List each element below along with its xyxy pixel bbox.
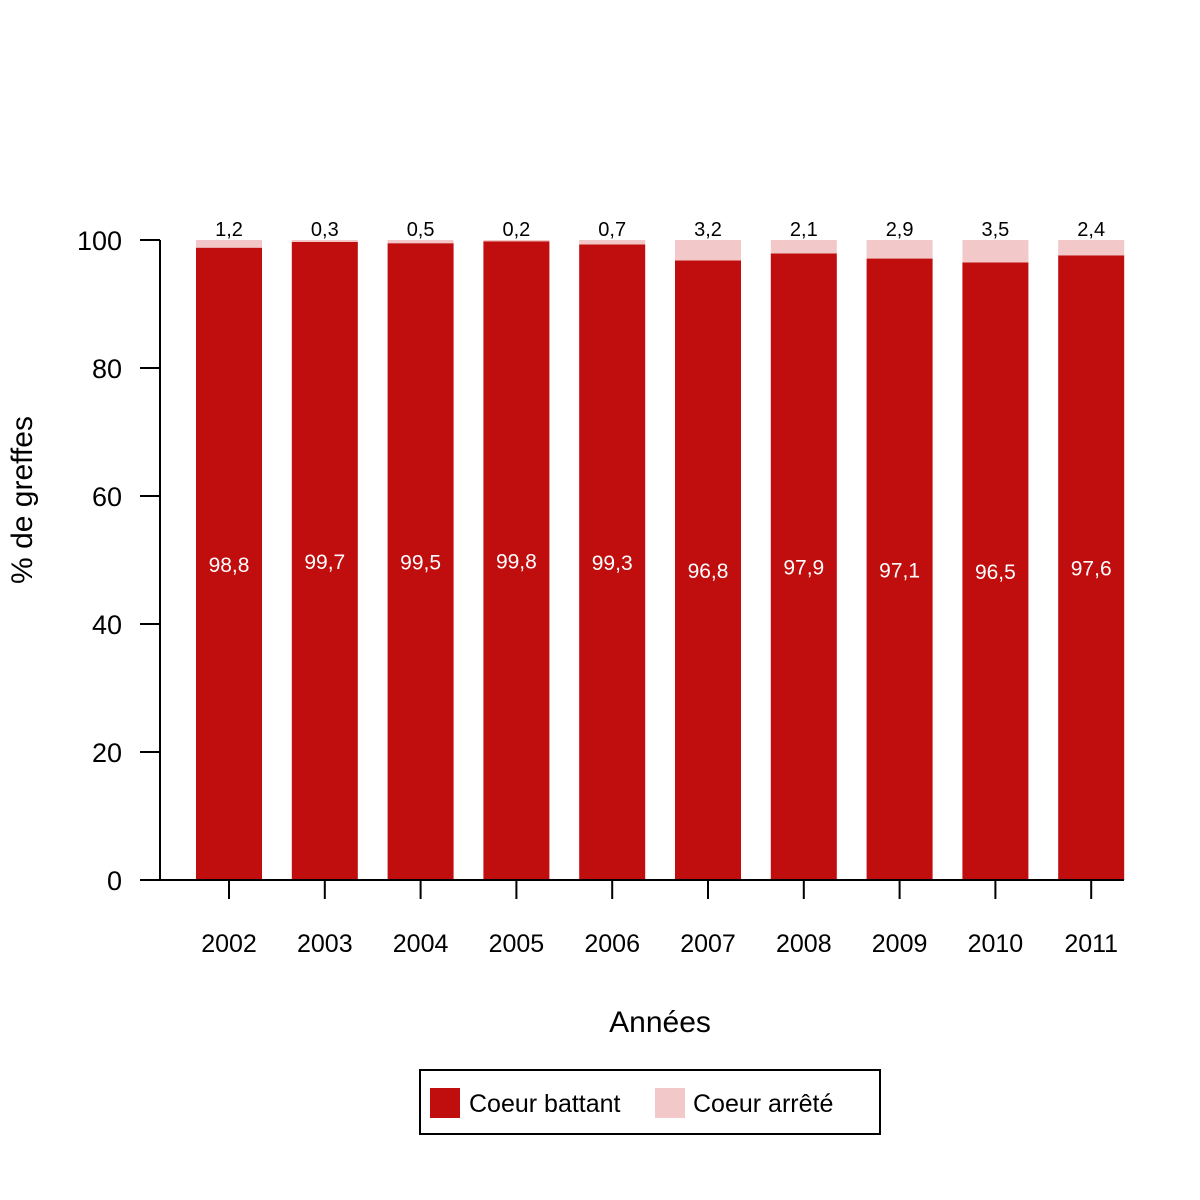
x-tick-label-2008: 2008 xyxy=(776,930,832,958)
y-tick-label-60: 60 xyxy=(92,482,122,512)
x-tick-label-2010: 2010 xyxy=(968,930,1024,958)
data-label-coeur-battant-2003: 99,7 xyxy=(304,551,345,574)
data-label-coeur-battant-2011: 97,6 xyxy=(1071,558,1112,581)
legend-swatch-coeur-arrete xyxy=(655,1088,685,1118)
bar-coeur-arrete-2007 xyxy=(675,240,741,261)
data-label-coeur-battant-2005: 99,8 xyxy=(496,551,537,574)
x-tick-label-2009: 2009 xyxy=(872,930,928,958)
bar-coeur-arrete-2010 xyxy=(962,240,1029,263)
bar-coeur-arrete-2004 xyxy=(387,240,454,244)
data-label-coeur-arrete-2004: 0,5 xyxy=(407,219,435,241)
x-tick-label-2002: 2002 xyxy=(201,930,257,958)
data-label-coeur-arrete-2008: 2,1 xyxy=(790,219,818,241)
y-tick-label-40: 40 xyxy=(92,610,122,640)
data-label-coeur-arrete-2009: 2,9 xyxy=(886,219,914,241)
data-label-coeur-battant-2009: 97,1 xyxy=(879,559,920,582)
data-label-coeur-arrete-2010: 3,5 xyxy=(981,219,1009,241)
bar-coeur-arrete-2009 xyxy=(866,240,933,259)
x-tick-label-2011: 2011 xyxy=(1064,930,1118,958)
bar-coeur-battant-2006 xyxy=(579,244,646,881)
data-label-coeur-battant-2010: 96,5 xyxy=(975,561,1016,584)
data-label-coeur-arrete-2007: 3,2 xyxy=(694,219,722,241)
y-tick-label-20: 20 xyxy=(92,738,122,768)
y-tick-label-100: 100 xyxy=(77,226,122,256)
bar-coeur-battant-2005 xyxy=(483,241,550,880)
data-label-coeur-battant-2004: 99,5 xyxy=(400,552,441,575)
bar-coeur-arrete-2006 xyxy=(579,240,646,245)
bar-coeur-battant-2008 xyxy=(770,253,837,880)
y-tick-label-80: 80 xyxy=(92,354,122,384)
bar-coeur-battant-2011 xyxy=(1058,255,1125,881)
bar-labels-group: 98,8 1,2 99,7 0,3 99,5 0,5 99,8 0,2 99,3 0,7 96,8 3… xyxy=(209,219,1112,584)
legend-label-coeur-arrete: Coeur arrêté xyxy=(693,1090,833,1118)
y-axis-title: % de greffes xyxy=(6,416,39,584)
bar-coeur-battant-2004 xyxy=(387,243,454,880)
legend-box xyxy=(419,1069,881,1135)
x-tick-label-2003: 2003 xyxy=(297,930,353,958)
bar-coeur-battant-2010 xyxy=(962,262,1029,880)
bar-coeur-battant-2009 xyxy=(866,258,933,880)
legend: Coeur battant Coeur arrêté xyxy=(419,1069,881,1135)
legend-label-coeur-battant: Coeur battant xyxy=(469,1090,621,1118)
data-label-coeur-arrete-2003: 0,3 xyxy=(311,219,339,241)
data-label-coeur-arrete-2011: 2,4 xyxy=(1077,219,1105,241)
bar-coeur-arrete-2002 xyxy=(196,240,262,248)
data-label-coeur-battant-2007: 96,8 xyxy=(688,560,729,583)
bars-group xyxy=(196,240,1125,881)
bar-coeur-arrete-2011 xyxy=(1058,240,1125,256)
bar-coeur-arrete-2005 xyxy=(483,240,550,242)
bar-coeur-battant-2002 xyxy=(196,247,262,880)
x-tick-label-2004: 2004 xyxy=(393,930,449,958)
x-tick-label-2007: 2007 xyxy=(680,930,736,958)
x-axis: 2002 2003 2004 2005 2006 2007 2008 2009 2010 2011 xyxy=(160,879,1124,958)
bar-coeur-arrete-2008 xyxy=(770,240,837,254)
data-label-coeur-battant-2002: 98,8 xyxy=(209,554,250,577)
bar-coeur-arrete-2003 xyxy=(291,240,358,242)
x-axis-title: Années xyxy=(609,1006,711,1039)
x-tick-label-2006: 2006 xyxy=(584,930,640,958)
bar-coeur-battant-2003 xyxy=(291,241,358,881)
data-label-coeur-arrete-2002: 1,2 xyxy=(215,219,243,241)
data-label-coeur-battant-2008: 97,9 xyxy=(783,557,824,580)
data-label-coeur-battant-2006: 99,3 xyxy=(592,552,633,575)
data-label-coeur-arrete-2006: 0,7 xyxy=(598,219,626,241)
data-label-coeur-arrete-2005: 0,2 xyxy=(502,219,530,241)
y-axis: 0 20 40 60 80 100 xyxy=(77,226,161,896)
bar-coeur-battant-2007 xyxy=(675,260,741,881)
legend-swatch-coeur-battant xyxy=(430,1088,460,1118)
x-tick-label-2005: 2005 xyxy=(489,930,545,958)
y-tick-label-0: 0 xyxy=(107,866,122,896)
